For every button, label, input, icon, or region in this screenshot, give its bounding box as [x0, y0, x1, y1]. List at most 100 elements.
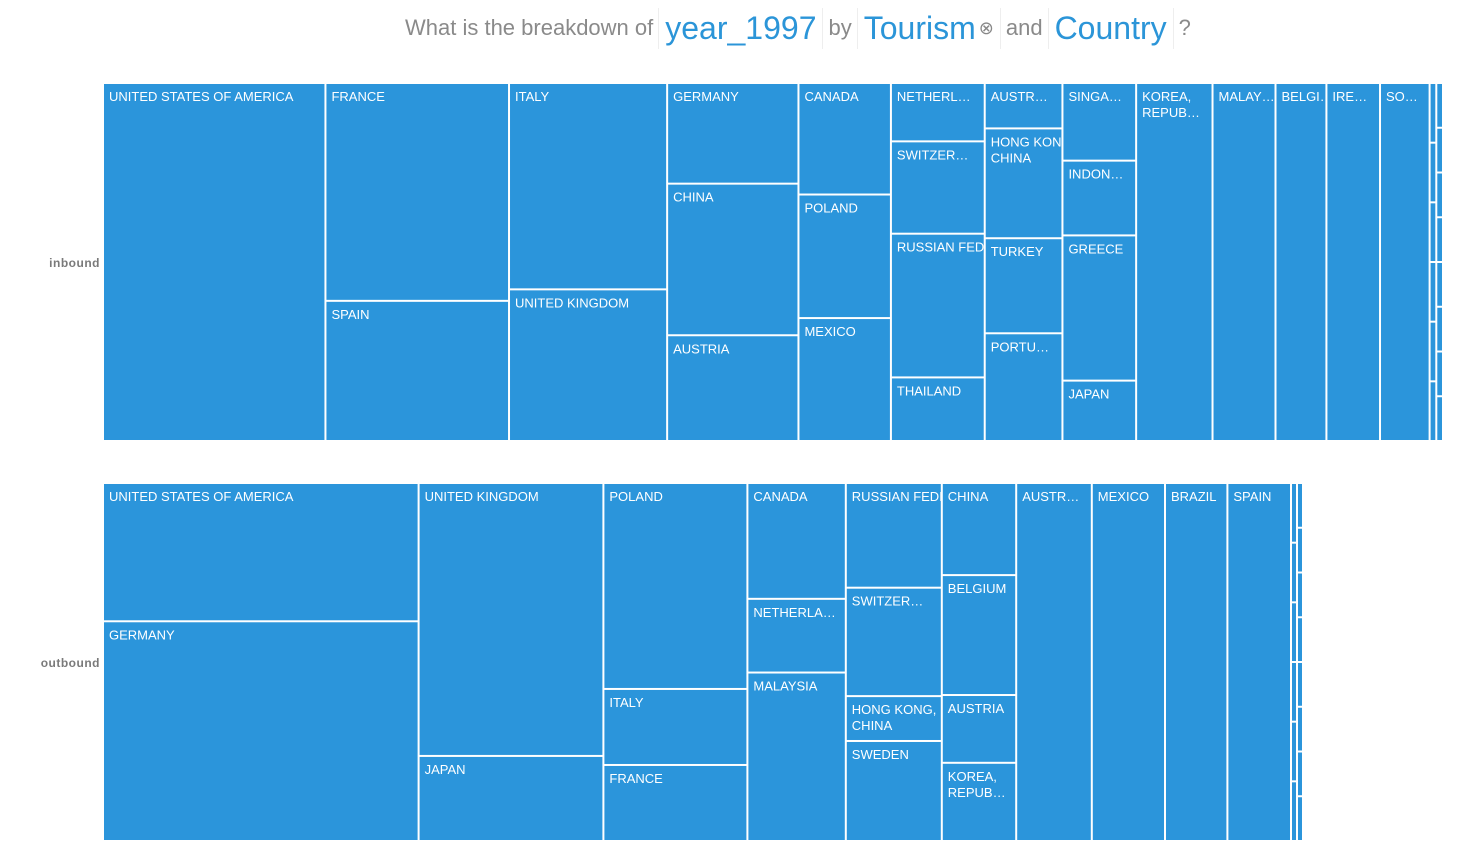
- treemap-tile[interactable]: [1092, 484, 1164, 840]
- treemap-tile[interactable]: [748, 484, 845, 598]
- treemap-tile-small[interactable]: [1430, 263, 1436, 321]
- treemap-tile-small[interactable]: [1298, 528, 1302, 572]
- treemap-tile[interactable]: [326, 301, 509, 440]
- treemap-tile-small[interactable]: [1437, 263, 1442, 306]
- treemap-tile-small[interactable]: [1292, 782, 1296, 840]
- treemap-tile-small[interactable]: [1437, 397, 1442, 440]
- treemap-tile[interactable]: [104, 622, 418, 840]
- tile-label: ITALY: [515, 89, 550, 104]
- treemap-tile-small[interactable]: [1430, 382, 1436, 440]
- treemap-tile[interactable]: [891, 234, 984, 377]
- treemap-tile[interactable]: [846, 484, 941, 587]
- treemap-tile[interactable]: [104, 84, 325, 440]
- treemap-tile[interactable]: [419, 484, 603, 755]
- treemap-tile-small[interactable]: [1298, 663, 1302, 706]
- treemap-tile-small[interactable]: [1292, 722, 1296, 781]
- treemap-tile[interactable]: [604, 689, 747, 764]
- treemap-tile[interactable]: [1327, 84, 1380, 440]
- tile-label: SWEDEN: [852, 747, 909, 762]
- treemap-tile[interactable]: [1228, 484, 1290, 840]
- treemap-tile[interactable]: [1276, 84, 1326, 440]
- treemap-tile-small[interactable]: [1430, 203, 1436, 261]
- treemap-tile[interactable]: [419, 756, 603, 840]
- treemap-tile[interactable]: [748, 599, 845, 672]
- treemap-tile[interactable]: [799, 195, 890, 318]
- question-prefix: What is the breakdown of: [405, 15, 654, 40]
- treemap-tile-small[interactable]: [1437, 128, 1442, 172]
- tile-label: GERMANY: [109, 627, 175, 642]
- treemap-tile[interactable]: [799, 319, 890, 440]
- treemap-tile[interactable]: [891, 378, 984, 440]
- treemap-tile[interactable]: [942, 484, 1016, 575]
- tile-label: FRANCE: [609, 771, 663, 786]
- treemap-tile[interactable]: [985, 334, 1062, 440]
- treemap-tile-small[interactable]: [1292, 663, 1296, 721]
- treemap-tile-small[interactable]: [1298, 752, 1302, 796]
- treemap-tile-small[interactable]: [1298, 484, 1302, 527]
- tile-label: CHINA: [948, 489, 989, 504]
- treemap-tile-small[interactable]: [1437, 173, 1442, 217]
- treemap-tile[interactable]: [104, 484, 418, 621]
- treemap-tile[interactable]: [985, 239, 1062, 333]
- treemap-tile[interactable]: [942, 763, 1016, 840]
- treemap-tile[interactable]: [799, 84, 890, 194]
- treemap-tile[interactable]: [748, 673, 845, 840]
- treemap-tile-small[interactable]: [1437, 307, 1442, 351]
- tile-label: GERMANY: [673, 89, 739, 104]
- treemap-tile[interactable]: [510, 84, 667, 289]
- treemap-tile[interactable]: [846, 588, 941, 696]
- treemap-tile[interactable]: [604, 765, 747, 840]
- treemap-tile[interactable]: [891, 142, 984, 233]
- circle-x-icon[interactable]: ⊗: [978, 17, 994, 38]
- treemap-tile-small[interactable]: [1298, 707, 1302, 751]
- treemap-tile-small[interactable]: [1437, 84, 1442, 127]
- treemap-tile-small[interactable]: [1298, 618, 1302, 661]
- tile-label: CANADA: [804, 89, 859, 104]
- tile-label: SINGA…: [1068, 89, 1121, 104]
- treemap-tile[interactable]: [891, 84, 984, 141]
- treemap-tile-small[interactable]: [1292, 543, 1296, 602]
- treemap-tile[interactable]: [1063, 236, 1136, 380]
- treemap-tile[interactable]: [985, 84, 1062, 128]
- tile-label: KOREA, REPUB…: [1142, 89, 1200, 120]
- treemap-tile-small[interactable]: [1430, 322, 1436, 381]
- treemap-tile-small[interactable]: [1437, 352, 1442, 396]
- dimension1-pill[interactable]: Tourism ⊗: [856, 7, 1001, 49]
- tile-label: CHINA: [673, 190, 714, 205]
- treemap-tile[interactable]: [1166, 484, 1227, 840]
- treemap-tile-small[interactable]: [1298, 573, 1302, 617]
- treemap-tile[interactable]: [668, 84, 798, 183]
- treemap-tile-small[interactable]: [1292, 603, 1296, 661]
- treemap-tile[interactable]: [1137, 84, 1212, 440]
- treemap-tile[interactable]: [942, 696, 1016, 762]
- measure-pill[interactable]: year_1997: [658, 7, 824, 49]
- tile-label: IRE…: [1332, 89, 1367, 104]
- treemap-tile[interactable]: [510, 290, 667, 440]
- treemap-tile[interactable]: [326, 84, 509, 300]
- treemap-tile[interactable]: [668, 336, 798, 440]
- treemap-tile[interactable]: [604, 484, 747, 688]
- treemap-tile-small[interactable]: [1430, 143, 1436, 202]
- treemap-tile[interactable]: [846, 741, 941, 840]
- treemap-tile[interactable]: [985, 129, 1062, 238]
- treemap-tile[interactable]: [668, 184, 798, 335]
- treemap-tile[interactable]: [1213, 84, 1275, 440]
- tile-label: BELGIUM: [948, 581, 1007, 596]
- treemap-tile[interactable]: [1381, 84, 1429, 440]
- treemap-tile[interactable]: [942, 576, 1016, 695]
- treemap-tile[interactable]: [846, 697, 941, 740]
- question-by: by: [828, 15, 852, 40]
- treemap-tile[interactable]: [1063, 381, 1136, 440]
- tile-label: UNITED STATES OF AMERICA: [109, 89, 294, 104]
- tile-label: NETHERL…: [897, 89, 971, 104]
- dimension2-pill[interactable]: Country: [1047, 7, 1174, 49]
- treemap-tile-small[interactable]: [1430, 84, 1436, 142]
- tile-label: UNITED KINGDOM: [515, 295, 629, 310]
- treemap-tile-small[interactable]: [1292, 484, 1296, 542]
- treemap-tile-small[interactable]: [1437, 218, 1442, 261]
- treemap-tile[interactable]: [1063, 84, 1136, 160]
- tile-label: BELGI…: [1282, 89, 1333, 104]
- treemap-tile[interactable]: [1063, 161, 1136, 235]
- treemap-tile[interactable]: [1017, 484, 1091, 840]
- treemap-tile-small[interactable]: [1298, 797, 1302, 840]
